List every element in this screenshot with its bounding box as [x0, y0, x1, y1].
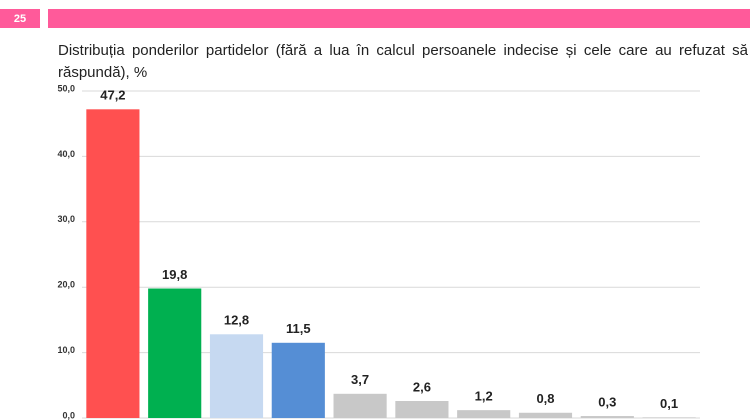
bar — [333, 393, 387, 418]
bar — [86, 109, 140, 418]
y-tick-label: 10,0 — [57, 345, 75, 355]
chart-title: Distribuția ponderilor partidelor (fără … — [58, 42, 748, 81]
y-tick-label: 0,0 — [62, 410, 75, 420]
y-tick-label: 20,0 — [57, 280, 75, 290]
bar — [580, 416, 634, 418]
bar — [642, 417, 696, 418]
y-tick-label: 30,0 — [57, 214, 75, 224]
data-label: 19,8 — [162, 267, 187, 282]
bar — [395, 400, 449, 418]
data-label: 0,3 — [598, 394, 616, 409]
bar — [518, 412, 573, 418]
header-bar — [48, 9, 750, 28]
data-label: 12,8 — [224, 313, 249, 328]
data-label: 0,1 — [660, 396, 678, 411]
bar — [148, 288, 202, 418]
data-label: 2,6 — [413, 379, 431, 394]
y-tick-label: 40,0 — [57, 149, 75, 159]
slide-number-box — [0, 9, 40, 28]
bar — [271, 342, 325, 418]
bar — [457, 410, 511, 418]
data-label: 0,8 — [536, 391, 554, 406]
y-tick-label: 50,0 — [57, 83, 75, 93]
slide-number: 25 — [14, 13, 26, 25]
bar — [209, 334, 264, 418]
data-label: 3,7 — [351, 372, 369, 387]
data-label: 47,2 — [100, 88, 125, 103]
data-label: 11,5 — [286, 321, 311, 336]
data-label: 1,2 — [475, 389, 493, 404]
